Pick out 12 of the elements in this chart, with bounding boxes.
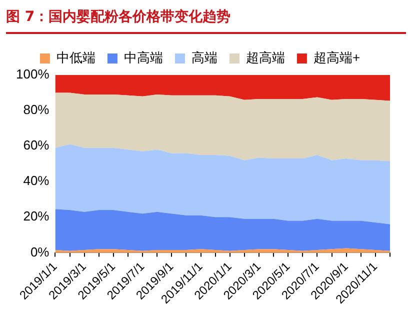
legend-label: 超高端+ <box>313 50 360 66</box>
y-tick-label: 80% <box>23 102 50 118</box>
legend-label: 高端 <box>191 50 218 66</box>
legend-label: 中低端 <box>56 50 96 66</box>
legend-label: 中高端 <box>124 50 163 66</box>
y-tick-label: 0% <box>30 244 50 260</box>
y-tick-label: 100% <box>16 66 50 82</box>
y-tick-label: 40% <box>23 173 50 188</box>
legend-label: 超高端 <box>246 50 285 66</box>
y-tick-label: 60% <box>23 138 50 153</box>
y-tick-label: 20% <box>23 208 50 224</box>
chart-title: 图 7：国内婴配粉各价格带变化趋势 <box>6 8 406 34</box>
